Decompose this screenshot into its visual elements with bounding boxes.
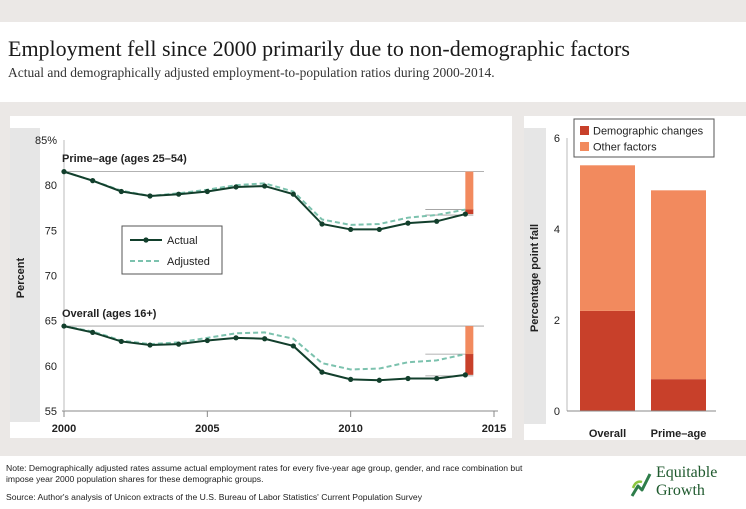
x-tick-label: 2005 xyxy=(195,423,219,435)
bar-prime-age-other xyxy=(651,190,706,380)
y-axis-label-strip xyxy=(10,128,40,422)
bar-y-tick-label: 4 xyxy=(554,224,560,236)
bar-legend-box xyxy=(573,118,715,158)
data-point-actual xyxy=(176,341,182,347)
group-label-prime-age: Prime–age (ages 25–54) xyxy=(62,153,187,165)
gap-bar-demographic xyxy=(465,209,474,215)
series-line-adjusted xyxy=(63,170,466,226)
data-point-actual xyxy=(61,323,67,329)
bar-y-axis-label: Percentage point fall xyxy=(529,224,541,332)
line-chart-panel xyxy=(10,116,512,438)
brand-logo: Equitable Growth xyxy=(630,464,742,506)
growth-leaf-icon xyxy=(630,473,652,497)
data-point-actual xyxy=(348,376,354,382)
header: Employment fell since 2000 primarily due… xyxy=(0,22,746,102)
bar-category-label: Overall xyxy=(589,428,626,440)
data-point-actual xyxy=(233,335,239,341)
data-point-actual xyxy=(118,338,124,345)
legend-label-demographic: Demographic changes xyxy=(593,126,704,138)
bar-y-tick-label: 2 xyxy=(554,315,560,327)
data-point-actual xyxy=(319,221,325,227)
data-point-actual xyxy=(204,337,210,344)
bar-y-tick-label: 0 xyxy=(554,406,560,418)
gap-bar-other-factors xyxy=(465,171,474,210)
brand-line-1: Equitable xyxy=(656,464,718,481)
y-tick-label: 60 xyxy=(45,361,57,373)
chart-source: Source: Author's analysis of Unicon extr… xyxy=(6,492,422,502)
data-point-actual xyxy=(90,329,96,336)
data-point-actual xyxy=(462,372,468,378)
data-point-actual xyxy=(176,191,182,197)
bar-overall-other xyxy=(580,165,635,311)
y-tick-label: 75 xyxy=(45,225,57,237)
y-axis-label: Percent xyxy=(15,257,27,298)
bar-overall-demographic xyxy=(580,310,635,411)
data-point-actual xyxy=(405,220,411,226)
bar-y-tick-label: 6 xyxy=(554,133,560,145)
y-tick-label: 55 xyxy=(45,406,57,418)
group-label-overall: Overall (ages 16+) xyxy=(62,308,157,320)
y-tick-label: 80 xyxy=(45,180,57,192)
data-point-actual xyxy=(90,178,96,184)
chart-note: Note: Demographically adjusted rates ass… xyxy=(6,463,523,484)
legend-label-other: Other factors xyxy=(593,142,657,154)
x-tick-label: 2000 xyxy=(52,423,76,435)
chart-subtitle: Actual and demographically adjusted empl… xyxy=(8,65,495,80)
data-point-actual xyxy=(262,183,268,189)
gap-bar-demographic xyxy=(465,354,474,375)
data-point-actual xyxy=(290,191,296,197)
data-point-actual xyxy=(376,377,382,383)
gap-bar-other-factors xyxy=(465,326,474,355)
x-tick-label: 2010 xyxy=(338,423,362,435)
legend-label-adjusted: Adjusted xyxy=(167,256,210,268)
legend-label-actual: Actual xyxy=(167,235,198,247)
legend-swatch-other xyxy=(580,142,589,151)
data-point-actual xyxy=(405,375,411,382)
data-point-actual xyxy=(434,375,440,382)
y-tick-label: 65 xyxy=(45,316,57,328)
bar-y-axis-label-strip xyxy=(524,128,546,424)
data-point-actual xyxy=(290,343,296,349)
footer: Note: Demographically adjusted rates ass… xyxy=(0,456,746,509)
data-point-actual xyxy=(376,226,382,233)
data-point-actual xyxy=(348,226,354,233)
line-legend-box xyxy=(121,225,223,275)
brand-name: Equitable Growth xyxy=(656,464,717,500)
x-tick-label: 2015 xyxy=(482,423,506,435)
data-point-actual xyxy=(61,169,67,175)
data-point-actual xyxy=(462,211,468,217)
y-tick-label: 85% xyxy=(35,135,57,147)
data-point-actual xyxy=(118,188,124,195)
data-point-actual xyxy=(233,184,239,190)
brand-line-2: Growth xyxy=(656,482,705,499)
data-point-actual xyxy=(319,369,325,375)
data-point-actual xyxy=(147,342,153,348)
legend-swatch-demographic xyxy=(580,126,589,135)
data-point-actual xyxy=(434,218,440,224)
data-point-actual xyxy=(204,188,210,195)
bar-prime-age-demographic xyxy=(651,379,706,411)
y-tick-label: 70 xyxy=(45,271,57,283)
data-point-actual xyxy=(262,336,268,342)
chart-title: Employment fell since 2000 primarily due… xyxy=(8,36,630,61)
legend-marker-actual xyxy=(143,237,149,243)
data-point-actual xyxy=(147,193,153,199)
bar-category-label: Prime–age xyxy=(651,428,707,440)
